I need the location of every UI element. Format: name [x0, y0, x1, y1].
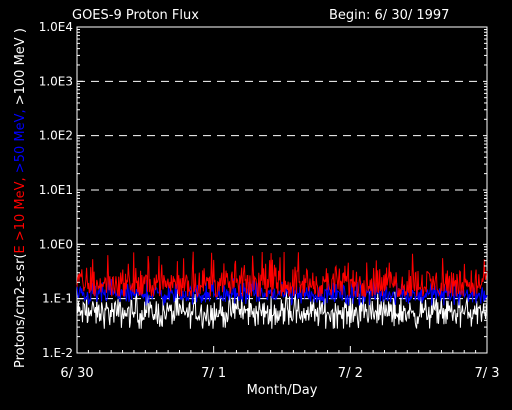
series-line-0 — [76, 251, 488, 298]
y-tick-label: 1.E-1 — [42, 292, 73, 306]
grid-lines — [77, 80, 487, 300]
chart-title: GOES-9 Proton Flux — [72, 8, 199, 23]
y-tick-label: 1.0E2 — [39, 129, 73, 143]
y-tick-label: 1.0E1 — [39, 183, 73, 197]
begin-date-label: Begin: 6/ 30/ 1997 — [329, 8, 449, 23]
y-tick-label: 1.0E0 — [39, 237, 73, 251]
y-tick-label: 1.E-2 — [42, 346, 73, 360]
series-line-2 — [76, 289, 488, 329]
y-axis-label: Protons/cm2-s-sr(E >10 MeV, >50 MeV, >10… — [13, 28, 28, 368]
y-tick-label: 1.0E4 — [39, 20, 73, 34]
x-axis: 6/ 30 7/ 1 7/ 2 7/ 3 — [60, 346, 500, 381]
x-tick-label: 7/ 3 — [474, 366, 499, 381]
y-axis-label-50mev: >50 MeV, — [13, 105, 28, 173]
y-tick-label: 1.0E3 — [39, 74, 73, 88]
y-axis: 1.E-2 1.E-1 1.0E0 1.0E1 1.0E2 1.0E3 1.0E4 — [39, 20, 487, 360]
x-tick-label: 7/ 1 — [201, 366, 226, 381]
series-group — [76, 251, 488, 329]
x-axis-label: Month/Day — [247, 383, 318, 398]
y-axis-label-unit: Protons/cm2-s-sr( — [13, 254, 28, 369]
y-axis-label-100mev: >100 MeV ) — [13, 28, 28, 105]
y-axis-label-10mev: E >10 MeV, — [13, 173, 28, 253]
x-tick-label: 6/ 30 — [60, 366, 93, 381]
series-line-1 — [76, 277, 488, 306]
x-tick-label: 7/ 2 — [338, 366, 363, 381]
